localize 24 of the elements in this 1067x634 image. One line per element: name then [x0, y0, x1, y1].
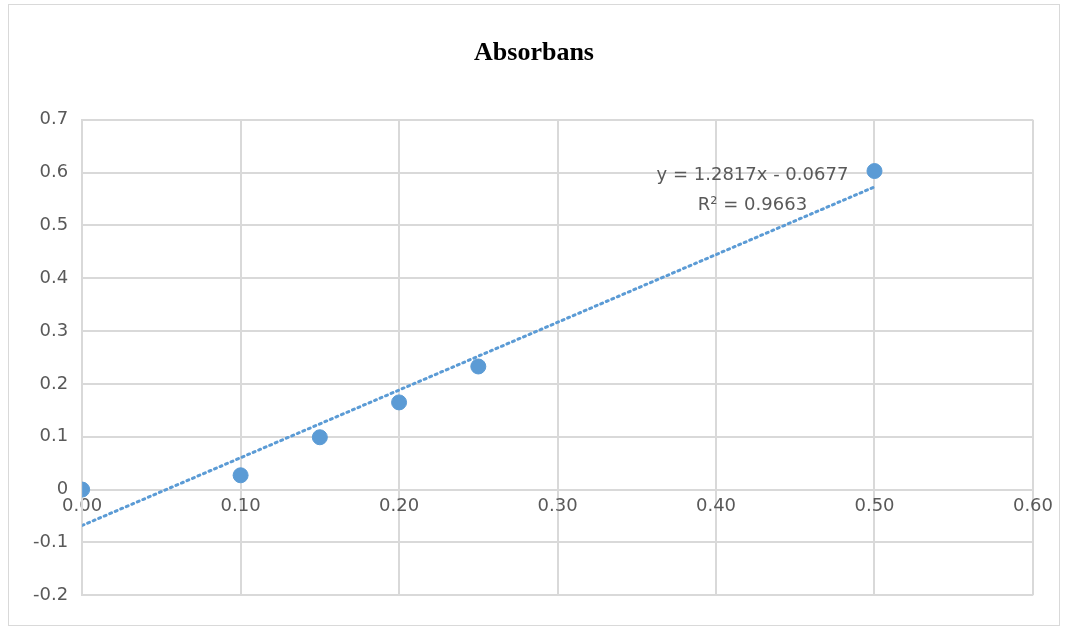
annotation: y = 1.2817x - 0.0677	[656, 162, 849, 184]
point	[866, 163, 883, 180]
point	[470, 358, 487, 375]
y-tick-label: 0.3	[39, 318, 69, 340]
y-tick-label: 0.2	[39, 371, 69, 393]
y-tick-label: -0.2	[33, 582, 69, 604]
x-tick-label: 0.40	[695, 494, 737, 516]
y-tick-label: 0.5	[39, 213, 69, 235]
annotation: R² = 0.9663	[697, 192, 808, 214]
x-tick-label: 0.50	[854, 494, 895, 516]
y-tick-label: 0.7	[39, 107, 69, 129]
point	[311, 429, 328, 446]
y-tick-label: 0	[56, 477, 69, 499]
y-tick-label: 0.6	[39, 160, 69, 182]
y-tick-label: -0.1	[33, 530, 69, 552]
y-tick-label: 0.1	[39, 424, 69, 446]
x-tick-label: 0.10	[220, 494, 261, 516]
point	[232, 467, 249, 484]
x-tick-label: 0.30	[537, 494, 578, 516]
x-tick-label: 0.60	[1012, 494, 1053, 516]
y-tick-label: 0.4	[39, 265, 69, 287]
chart-title: Absorbans	[473, 37, 595, 67]
x-tick-label: 0.20	[379, 494, 420, 516]
point	[391, 394, 408, 411]
